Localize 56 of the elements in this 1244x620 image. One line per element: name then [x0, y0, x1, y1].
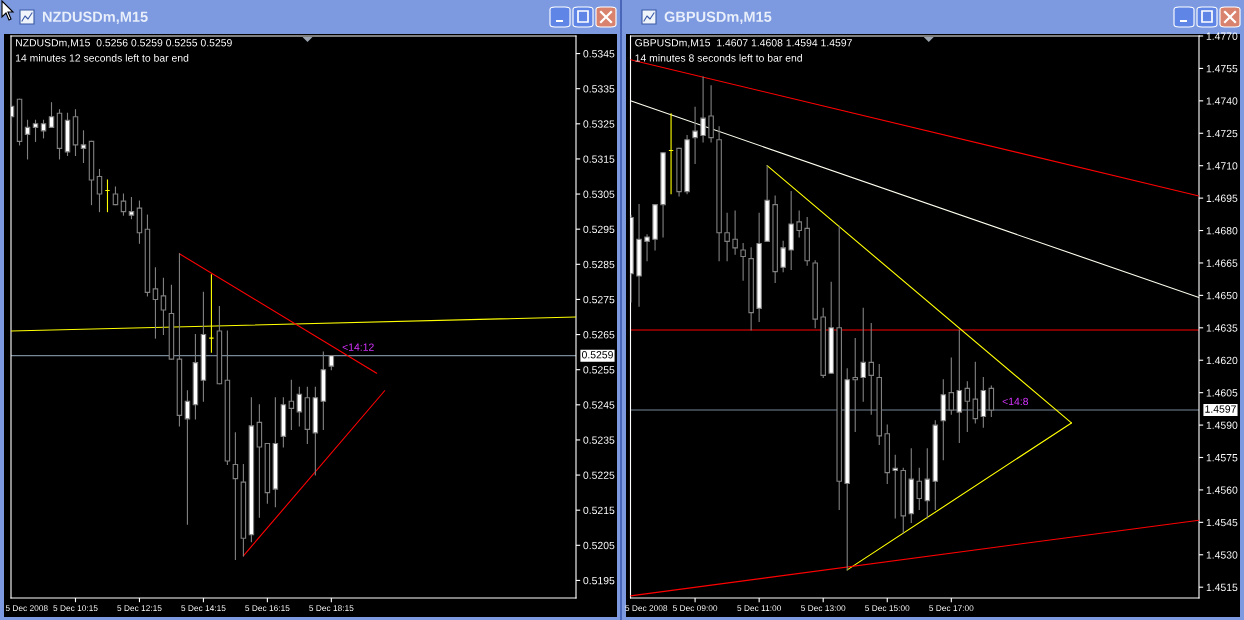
y-tick-label: 0.5215	[583, 506, 615, 515]
y-tick-label: 1.4710	[1206, 162, 1238, 170]
y-tick-label: 1.4725	[1206, 129, 1238, 138]
chart-title: NZDUSDm,M15	[42, 11, 148, 25]
y-tick-label: 0.5295	[583, 225, 615, 234]
y-tick-label: 1.4530	[1206, 551, 1238, 559]
y-tick-label: 0.5275	[583, 295, 615, 304]
x-tick-label: 5 Dec 10:15	[53, 605, 98, 612]
x-tick-label: 5 Dec 12:15	[117, 605, 162, 612]
annotation: 14 minutes 8 seconds left to bar end	[635, 54, 802, 62]
y-tick-label: 1.4515	[1206, 583, 1238, 592]
text: 5 Dec 2008	[625, 605, 668, 612]
y-tick-label: 0.5265	[583, 331, 615, 339]
y-tick-label: 1.4575	[1206, 454, 1238, 462]
y-tick-label: 0.5315	[583, 155, 615, 163]
y-tick-label: 0.5255	[583, 366, 615, 374]
y-tick-label: 0.5205	[583, 541, 615, 550]
chart-title: GBPUSDm,M15	[664, 11, 772, 25]
y-tick-label: 1.4665	[1206, 259, 1238, 267]
x-tick-label: 5 Dec 16:15	[245, 605, 290, 612]
y-tick-label: 1.4620	[1206, 356, 1238, 365]
y-tick-label: 1.4770	[1206, 32, 1238, 40]
x-tick-label: 5 Dec 09:00	[672, 605, 718, 612]
annotation: NZDUSDm,M15 0.5256 0.5259 0.5255 0.5259	[16, 39, 232, 48]
annotation: 14 minutes 12 seconds left to bar end	[15, 54, 189, 62]
annotation: GBPUSDm,M15 1.4607 1.4608 1.4594 1.4597	[635, 39, 852, 48]
y-tick-label: 0.5285	[583, 260, 615, 269]
y-tick-label: 0.5195	[583, 576, 615, 585]
y-tick-label: 0.5235	[583, 436, 615, 444]
y-tick-label: 0.5225	[583, 471, 615, 479]
y-tick-label: 1.4680	[1206, 227, 1238, 235]
y-tick-label: 1.4695	[1206, 194, 1238, 202]
y-tick-label: 1.4605	[1206, 389, 1238, 397]
text: 5 Dec 2008	[5, 605, 48, 612]
y-tick-label: 1.4635	[1206, 324, 1238, 332]
y-tick-label: 1.4590	[1206, 421, 1238, 429]
ref-line-label: 0.5259	[581, 351, 613, 359]
x-tick-label: 5 Dec 18:15	[309, 605, 354, 612]
annotation: <14:8	[1002, 397, 1029, 406]
y-tick-label: 1.4755	[1206, 65, 1238, 73]
y-tick-label: 0.5305	[583, 190, 615, 198]
x-tick-label: 5 Dec 11:00	[737, 605, 781, 612]
y-tick-label: 1.4560	[1206, 486, 1238, 494]
y-tick-label: 0.5345	[583, 50, 615, 58]
x-tick-label: 5 Dec 15:00	[865, 605, 910, 612]
ref-line-label: 1.4597	[1205, 405, 1236, 413]
y-tick-label: 0.5335	[583, 85, 615, 93]
annotation: <14:12	[342, 343, 374, 351]
y-tick-label: 1.4650	[1206, 291, 1238, 300]
y-tick-label: 1.4740	[1206, 97, 1238, 105]
y-tick-label: 1.4545	[1206, 518, 1238, 527]
x-tick-label: 5 Dec 14:15	[181, 605, 226, 612]
y-tick-label: 0.5245	[583, 401, 615, 409]
x-tick-label: 5 Dec 13:00	[801, 605, 846, 612]
x-tick-label: 5 Dec 17:00	[929, 605, 974, 612]
y-tick-label: 0.5325	[583, 120, 615, 128]
